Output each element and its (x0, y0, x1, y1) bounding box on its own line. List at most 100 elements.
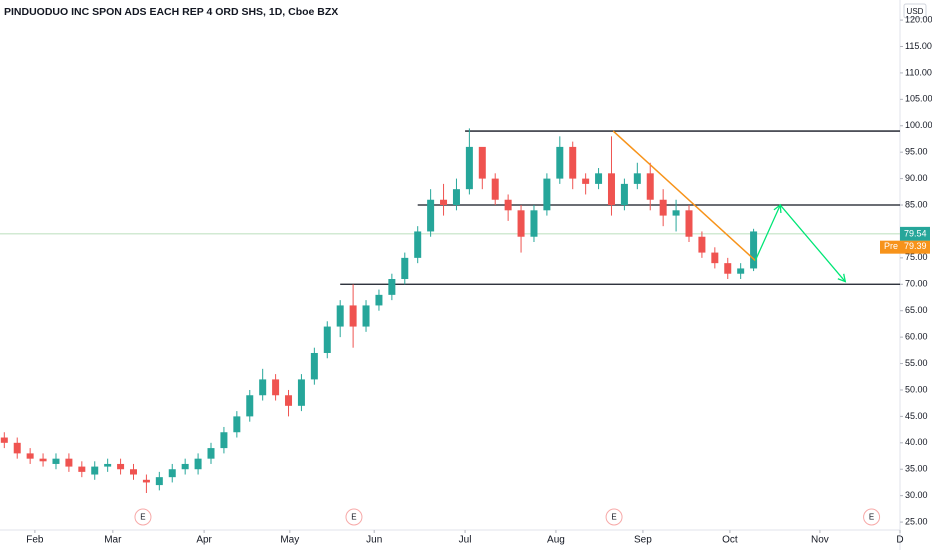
x-tick-label: Aug (547, 535, 565, 546)
candle-body (181, 463, 189, 470)
event-marker (863, 508, 881, 526)
y-tick-label: 90.00 (905, 173, 928, 183)
candle-body (310, 352, 318, 380)
candle-body (440, 199, 448, 206)
y-tick-label: 70.00 (905, 279, 928, 289)
premarket-badge (880, 240, 930, 254)
y-tick-label: 40.00 (905, 437, 928, 447)
y-tick-label: 120.00 (905, 14, 932, 24)
x-tick-label: Apr (196, 535, 212, 546)
y-tick-label: 100.00 (905, 120, 932, 130)
candle-body (336, 305, 344, 327)
y-tick-label: 95.00 (905, 147, 928, 157)
candle-body (620, 183, 628, 206)
event-marker (345, 508, 363, 526)
x-tick-label: Mar (104, 535, 122, 546)
y-tick-label: 115.00 (905, 41, 932, 51)
candle-body (259, 379, 267, 396)
last-price-label: 79.54 (904, 228, 927, 238)
candle-body (117, 463, 125, 470)
x-tick-label: Sep (634, 535, 652, 546)
arrow-head (837, 273, 847, 283)
y-tick-label: 30.00 (905, 490, 928, 500)
candle-body (375, 294, 383, 306)
candle-body (272, 379, 280, 396)
candle-body (233, 416, 241, 433)
x-tick-label: Jun (366, 535, 382, 546)
candle-body (698, 236, 706, 253)
candle-body (478, 146, 486, 179)
candle-body (633, 173, 641, 184)
candle-body (543, 178, 551, 211)
x-tick-label: Feb (26, 535, 44, 546)
candle-body (711, 252, 719, 264)
x-tick-label: Jul (459, 535, 472, 546)
currency-box (903, 3, 927, 19)
event-label: E (611, 513, 616, 522)
candle-body (349, 305, 357, 327)
candle-body (26, 453, 34, 459)
y-tick-label: 55.00 (905, 358, 928, 368)
candle-body (427, 199, 435, 232)
chart-title: PINDUODUO INC SPON ADS EACH REP 4 ORD SH… (4, 6, 338, 18)
candle-body (285, 395, 293, 406)
candle-body (104, 463, 112, 467)
y-tick-label: 65.00 (905, 305, 928, 315)
candle-body (737, 268, 745, 274)
candle-body (750, 231, 758, 269)
candle-body (168, 469, 176, 478)
event-label: E (351, 513, 356, 522)
x-tick-label: Oct (722, 535, 738, 546)
event-marker (605, 508, 623, 526)
candle-body (504, 199, 512, 211)
candle-body (78, 466, 86, 472)
candle-body (91, 466, 99, 475)
candle-body (129, 469, 137, 475)
y-tick-label: 35.00 (905, 464, 928, 474)
candle-body (194, 458, 202, 470)
y-tick-label: 45.00 (905, 411, 928, 421)
candle-body (297, 379, 305, 406)
candle-body (465, 146, 473, 190)
y-tick-label: 105.00 (905, 94, 932, 104)
currency: USD (907, 7, 924, 16)
last-price-badge (900, 226, 930, 241)
x-tick-label: May (280, 535, 299, 546)
candle-body (39, 458, 47, 462)
candle-body (142, 479, 150, 483)
y-tick-label: 85.00 (905, 199, 928, 209)
candle-body (569, 146, 577, 179)
candle-body (517, 210, 525, 237)
candle-body (52, 458, 60, 464)
x-tick-label: Nov (811, 535, 829, 546)
y-tick-label: 75.00 (905, 252, 928, 262)
candle-body (414, 231, 422, 258)
candle-body (582, 178, 590, 184)
y-tick-label: 110.00 (905, 67, 932, 77)
candle-body (155, 477, 163, 486)
candle-body (646, 173, 654, 200)
candle-body (13, 442, 21, 454)
candle-body (530, 210, 538, 237)
candle-body (556, 146, 564, 179)
candle-body (607, 173, 615, 206)
premarket-value: 79.39 (904, 241, 927, 251)
x-tick-label: D (896, 535, 903, 546)
premarket-tag: Pre (884, 241, 898, 251)
candle-body (491, 178, 499, 200)
candle-body (452, 189, 460, 206)
candle-body (207, 448, 215, 459)
trendline (612, 130, 756, 262)
candle-body (724, 263, 732, 274)
candle-body (672, 210, 680, 216)
y-tick-label: 60.00 (905, 332, 928, 342)
arrow-head (773, 203, 782, 214)
y-tick-label: 50.00 (905, 384, 928, 394)
candle-body (388, 279, 396, 295)
candle-body (685, 210, 693, 237)
candle-body (220, 432, 228, 449)
candle-body (323, 326, 331, 353)
event-marker (134, 508, 152, 526)
